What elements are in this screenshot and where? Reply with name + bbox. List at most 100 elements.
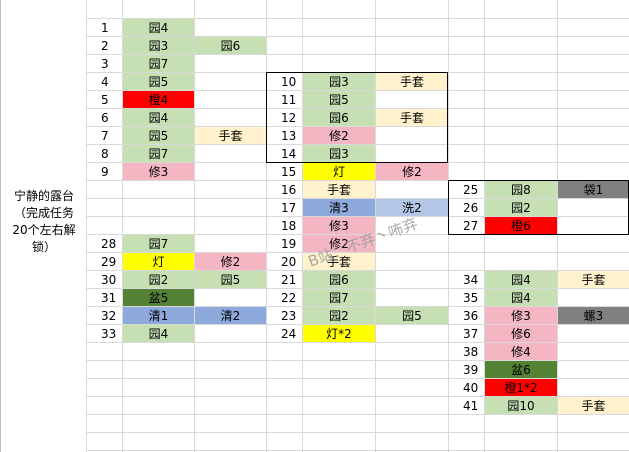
- row-number-cell[interactable]: 39: [463, 363, 479, 377]
- row-number-cell[interactable]: 5: [101, 93, 109, 107]
- item-cell[interactable]: 橙4: [123, 91, 194, 108]
- row-number-cell[interactable]: 6: [101, 111, 109, 125]
- item-cell[interactable]: 修2: [303, 235, 375, 252]
- row-number-cell[interactable]: 12: [281, 111, 297, 125]
- row-number-cell[interactable]: 34: [463, 273, 479, 287]
- item-cell[interactable]: 灯: [303, 163, 375, 180]
- item-cell[interactable]: 修2: [303, 127, 375, 144]
- item-cell[interactable]: 袋1: [558, 181, 629, 198]
- item-cell[interactable]: 手套: [303, 181, 375, 198]
- item-cell[interactable]: 园3: [123, 37, 194, 54]
- row-number-cell[interactable]: 30: [101, 273, 117, 287]
- item-cell[interactable]: 园5: [303, 91, 375, 108]
- row-number-cell[interactable]: 22: [281, 291, 297, 305]
- row-number-cell[interactable]: 4: [101, 75, 109, 89]
- item-cell[interactable]: 手套: [195, 127, 266, 144]
- item-cell[interactable]: 修3: [485, 307, 557, 324]
- item-cell[interactable]: 园4: [123, 19, 194, 36]
- item-cell[interactable]: 园2: [303, 307, 375, 324]
- row-number-cell[interactable]: 14: [281, 147, 297, 161]
- row-number-cell[interactable]: 1: [101, 21, 109, 35]
- row-number-cell[interactable]: 29: [101, 255, 117, 269]
- item-cell[interactable]: 园10: [485, 397, 557, 414]
- row-number-cell[interactable]: 24: [281, 327, 297, 341]
- row-number-cell[interactable]: 27: [463, 219, 479, 233]
- item-cell[interactable]: 修4: [485, 343, 557, 360]
- item-cell[interactable]: 清2: [195, 307, 266, 324]
- row-number-cell[interactable]: 21: [281, 273, 297, 287]
- item-cell[interactable]: 园5: [195, 271, 266, 288]
- item-cell[interactable]: 修3: [303, 217, 375, 234]
- item-cell[interactable]: 园4: [485, 271, 557, 288]
- item-cell[interactable]: 园7: [123, 235, 194, 252]
- gridline-horizontal: [86, 414, 629, 415]
- item-cell[interactable]: 螺3: [558, 307, 629, 324]
- item-cell[interactable]: 园7: [123, 55, 194, 72]
- row-number-cell[interactable]: 10: [281, 75, 297, 89]
- row-number-cell[interactable]: 36: [463, 309, 479, 323]
- row-number-cell[interactable]: 7: [101, 129, 109, 143]
- row-number-cell[interactable]: 32: [101, 309, 117, 323]
- item-cell[interactable]: 园6: [303, 109, 375, 126]
- item-cell[interactable]: 修3: [123, 163, 194, 180]
- item-cell[interactable]: 修2: [195, 253, 266, 270]
- row-number-cell[interactable]: 11: [281, 93, 297, 107]
- item-cell[interactable]: 园3: [303, 145, 375, 162]
- item-cell[interactable]: 手套: [303, 253, 375, 270]
- item-cell[interactable]: 园3: [303, 73, 375, 90]
- row-number-cell[interactable]: 33: [101, 327, 117, 341]
- item-cell[interactable]: 园8: [485, 181, 557, 198]
- row-number-cell[interactable]: 2: [101, 39, 109, 53]
- row-number-cell[interactable]: 26: [463, 201, 479, 215]
- row-number-cell[interactable]: 38: [463, 345, 479, 359]
- item-cell[interactable]: 盆6: [485, 361, 557, 378]
- row-number-cell[interactable]: 15: [281, 165, 297, 179]
- item-cell[interactable]: 灯*2: [303, 325, 375, 342]
- row-number-cell[interactable]: 9: [101, 165, 109, 179]
- item-cell[interactable]: 盆5: [123, 289, 194, 306]
- item-cell[interactable]: 手套: [558, 397, 629, 414]
- row-number-cell[interactable]: 28: [101, 237, 117, 251]
- item-cell[interactable]: 园6: [195, 37, 266, 54]
- item-cell[interactable]: 橙1*2: [485, 379, 557, 396]
- item-cell[interactable]: 橙6: [485, 217, 557, 234]
- item-cell[interactable]: 修2: [376, 163, 448, 180]
- row-number-cell[interactable]: 41: [463, 399, 479, 413]
- item-cell[interactable]: 园5: [123, 73, 194, 90]
- row-number-cell[interactable]: 20: [281, 255, 297, 269]
- row-number-cell[interactable]: 17: [281, 201, 297, 215]
- row-number-cell[interactable]: 3: [101, 57, 109, 71]
- item-cell[interactable]: 园4: [485, 289, 557, 306]
- item-cell[interactable]: 园4: [123, 325, 194, 342]
- gridline-vertical: [122, 0, 123, 452]
- item-cell[interactable]: 园2: [123, 271, 194, 288]
- item-cell[interactable]: 园7: [303, 289, 375, 306]
- item-cell[interactable]: 园6: [303, 271, 375, 288]
- row-number-cell[interactable]: 19: [281, 237, 297, 251]
- row-number-cell[interactable]: 8: [101, 147, 109, 161]
- gridline-horizontal: [86, 18, 629, 19]
- item-cell[interactable]: 园4: [123, 109, 194, 126]
- row-number-cell[interactable]: 16: [281, 183, 297, 197]
- item-cell[interactable]: 园5: [376, 307, 448, 324]
- row-number-cell[interactable]: 37: [463, 327, 479, 341]
- section-label[interactable]: 宁静的露台 （完成任务 20个左右解 锁）: [12, 189, 76, 254]
- item-cell[interactable]: 灯: [123, 253, 194, 270]
- item-cell[interactable]: 手套: [376, 73, 448, 90]
- row-number-cell[interactable]: 23: [281, 309, 297, 323]
- row-number-cell[interactable]: 35: [463, 291, 479, 305]
- item-cell[interactable]: 清3: [303, 199, 375, 216]
- row-number-cell[interactable]: 25: [463, 183, 479, 197]
- item-cell[interactable]: 洗2: [376, 199, 448, 216]
- row-number-cell[interactable]: 18: [281, 219, 297, 233]
- item-cell[interactable]: 手套: [558, 271, 629, 288]
- item-cell[interactable]: 手套: [376, 109, 448, 126]
- row-number-cell[interactable]: 13: [281, 129, 297, 143]
- row-number-cell[interactable]: 31: [101, 291, 117, 305]
- item-cell[interactable]: 园5: [123, 127, 194, 144]
- item-cell[interactable]: 修6: [485, 325, 557, 342]
- item-cell[interactable]: 园7: [123, 145, 194, 162]
- row-number-cell[interactable]: 40: [463, 381, 479, 395]
- item-cell[interactable]: 园2: [485, 199, 557, 216]
- item-cell[interactable]: 清1: [123, 307, 194, 324]
